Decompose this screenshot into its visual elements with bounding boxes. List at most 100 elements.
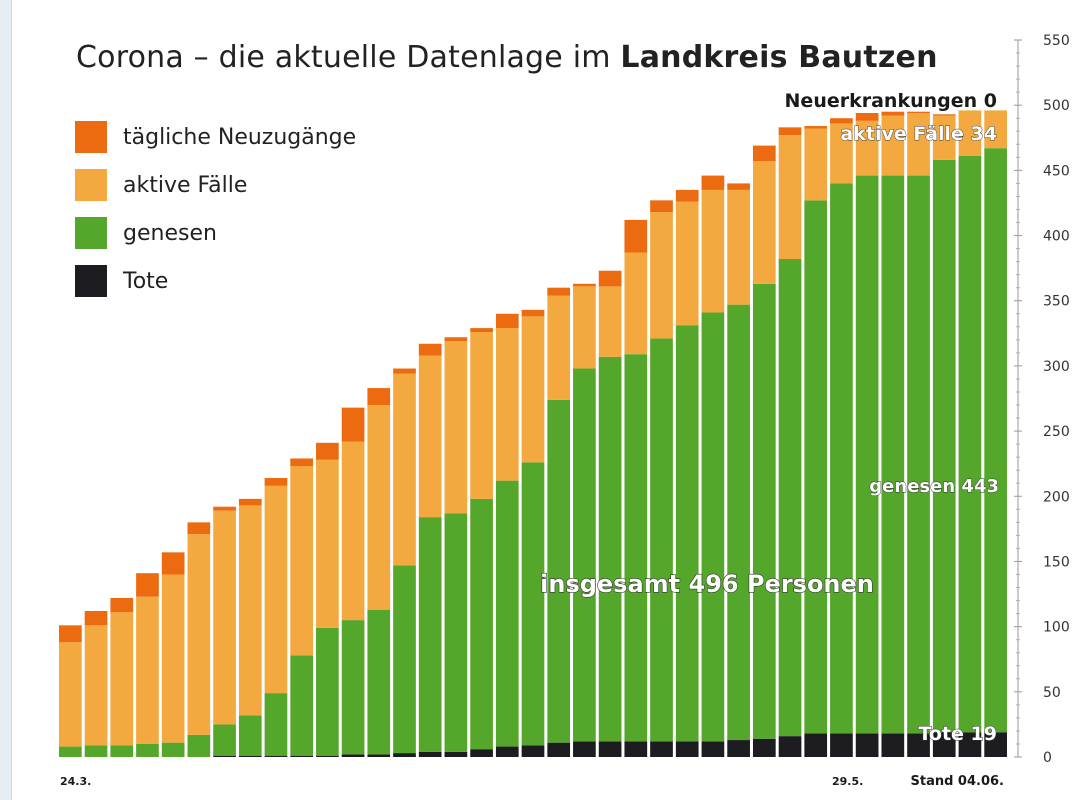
bar-segment-recovered-18 xyxy=(521,462,545,746)
bar-segment-recovered-23 xyxy=(650,338,673,742)
bar-segment-new-17 xyxy=(495,313,519,329)
bar-segment-deaths-15 xyxy=(444,751,468,757)
bar-segment-new-34 xyxy=(932,114,956,116)
bar-segment-new-29 xyxy=(804,126,828,129)
bar-segment-active-17 xyxy=(495,328,519,481)
bar-segment-active-35 xyxy=(958,110,982,157)
legend-label-recovered: genesen xyxy=(123,220,217,246)
bar-segment-active-18 xyxy=(521,316,545,463)
title-prefix: Corona – die aktuelle Datenlage im xyxy=(76,40,621,75)
bar-segment-recovered-35 xyxy=(958,156,982,733)
bar-segment-new-3 xyxy=(136,573,159,597)
legend-item-active: aktive Fälle xyxy=(75,168,356,202)
bar-segment-active-6 xyxy=(213,510,236,725)
bar-segment-recovered-33 xyxy=(907,175,930,734)
bar-segment-recovered-28 xyxy=(778,259,802,737)
bar-segment-new-19 xyxy=(547,287,571,296)
bar-segment-recovered-32 xyxy=(881,175,905,734)
bar-segment-recovered-16 xyxy=(470,498,493,750)
bar-segment-new-10 xyxy=(316,442,339,460)
bar-segment-active-11 xyxy=(341,441,365,621)
bar-segment-active-20 xyxy=(573,286,596,369)
legend-label-new: tägliche Neuzugänge xyxy=(123,124,357,150)
bar-segment-new-22 xyxy=(624,219,648,253)
bar-segment-active-19 xyxy=(547,295,571,400)
bar-segment-deaths-21 xyxy=(598,741,622,757)
legend-label-deaths: Tote xyxy=(123,268,169,294)
bar-segment-deaths-16 xyxy=(470,749,493,757)
bar-segment-new-4 xyxy=(161,552,185,575)
annotation-recovered: genesen 443 xyxy=(869,476,999,497)
bar-segment-new-16 xyxy=(470,328,493,333)
bar-segment-new-5 xyxy=(187,522,211,535)
y-ticks-group: 0 50 100 150 200 250 300 350 400 450 500 550 xyxy=(1014,33,1070,766)
bar-segment-recovered-25 xyxy=(701,312,725,742)
y-tick-label-500: 500 xyxy=(1043,98,1070,114)
bar-segment-deaths-36 xyxy=(984,732,1007,757)
chart-title: Corona – die aktuelle Datenlage im Landk… xyxy=(76,40,938,75)
legend-swatch-deaths xyxy=(75,265,107,297)
bar-segment-deaths-6 xyxy=(213,755,236,757)
bar-segment-active-27 xyxy=(752,161,776,284)
y-tick-label-0: 0 xyxy=(1043,750,1052,766)
bar-segment-deaths-35 xyxy=(958,732,982,757)
bar-segment-active-22 xyxy=(624,252,648,355)
bar-segment-new-20 xyxy=(573,283,596,287)
y-tick-label-50: 50 xyxy=(1043,685,1061,701)
bar-segment-new-2 xyxy=(110,597,134,613)
y-tick-label-350: 350 xyxy=(1043,294,1070,310)
bar-segment-deaths-34 xyxy=(932,732,956,757)
bar-segment-new-26 xyxy=(727,183,750,190)
bar-segment-deaths-26 xyxy=(727,740,750,757)
bar-segment-recovered-22 xyxy=(624,354,648,742)
bar-segment-active-34 xyxy=(932,115,956,160)
bar-segment-deaths-11 xyxy=(341,754,365,757)
bar-segment-active-7 xyxy=(238,505,262,716)
bar-segment-active-4 xyxy=(161,574,185,743)
bar-segment-deaths-7 xyxy=(238,755,262,757)
bar-segment-active-33 xyxy=(907,113,930,176)
bar-segment-recovered-29 xyxy=(804,200,828,734)
bar-segment-recovered-8 xyxy=(264,693,288,756)
annotation-active-cases: aktive Fälle 34 xyxy=(840,123,997,145)
bar-segment-recovered-13 xyxy=(393,565,416,754)
bar-segment-new-12 xyxy=(367,388,391,406)
bar-segment-active-12 xyxy=(367,405,391,610)
bar-segment-active-25 xyxy=(701,189,725,313)
legend-swatch-new xyxy=(75,121,107,153)
bar-segment-recovered-11 xyxy=(341,620,365,755)
y-tick-label-150: 150 xyxy=(1043,554,1070,570)
bar-segment-deaths-27 xyxy=(752,738,776,757)
bar-segment-active-1 xyxy=(84,625,108,746)
bar-segment-deaths-32 xyxy=(881,733,905,757)
annotation-deaths: Tote 19 xyxy=(918,723,997,745)
bar-segment-new-30 xyxy=(830,118,853,124)
bar-segment-recovered-24 xyxy=(675,325,699,742)
bar-segment-deaths-25 xyxy=(701,741,725,757)
bar-segment-new-6 xyxy=(213,506,236,511)
bar-segment-recovered-34 xyxy=(932,159,956,733)
bar-segment-recovered-12 xyxy=(367,609,391,755)
bar-segment-recovered-21 xyxy=(598,356,622,742)
bar-segment-deaths-23 xyxy=(650,741,673,757)
bar-segment-deaths-17 xyxy=(495,746,519,757)
bar-segment-deaths-19 xyxy=(547,742,571,757)
annotation-total: insgesamt 496 Personen xyxy=(540,570,874,598)
bar-segment-active-23 xyxy=(650,212,673,339)
bar-segment-deaths-14 xyxy=(418,751,442,757)
bar-segment-deaths-8 xyxy=(264,755,288,757)
y-tick-label-250: 250 xyxy=(1043,424,1070,440)
annotations-group: Neuerkrankungen 0 aktive Fälle 34 genese… xyxy=(60,90,1004,789)
bar-segment-new-15 xyxy=(444,337,468,342)
y-tick-label-450: 450 xyxy=(1043,163,1070,179)
y-tick-label-300: 300 xyxy=(1043,359,1070,375)
title-region: Landkreis Bautzen xyxy=(620,40,938,75)
bar-segment-active-3 xyxy=(136,596,159,744)
bar-segment-recovered-20 xyxy=(573,368,596,742)
bar-segment-active-16 xyxy=(470,332,493,499)
bar-segment-active-13 xyxy=(393,373,416,566)
bar-segment-active-30 xyxy=(830,123,853,184)
bar-segment-new-11 xyxy=(341,407,365,442)
